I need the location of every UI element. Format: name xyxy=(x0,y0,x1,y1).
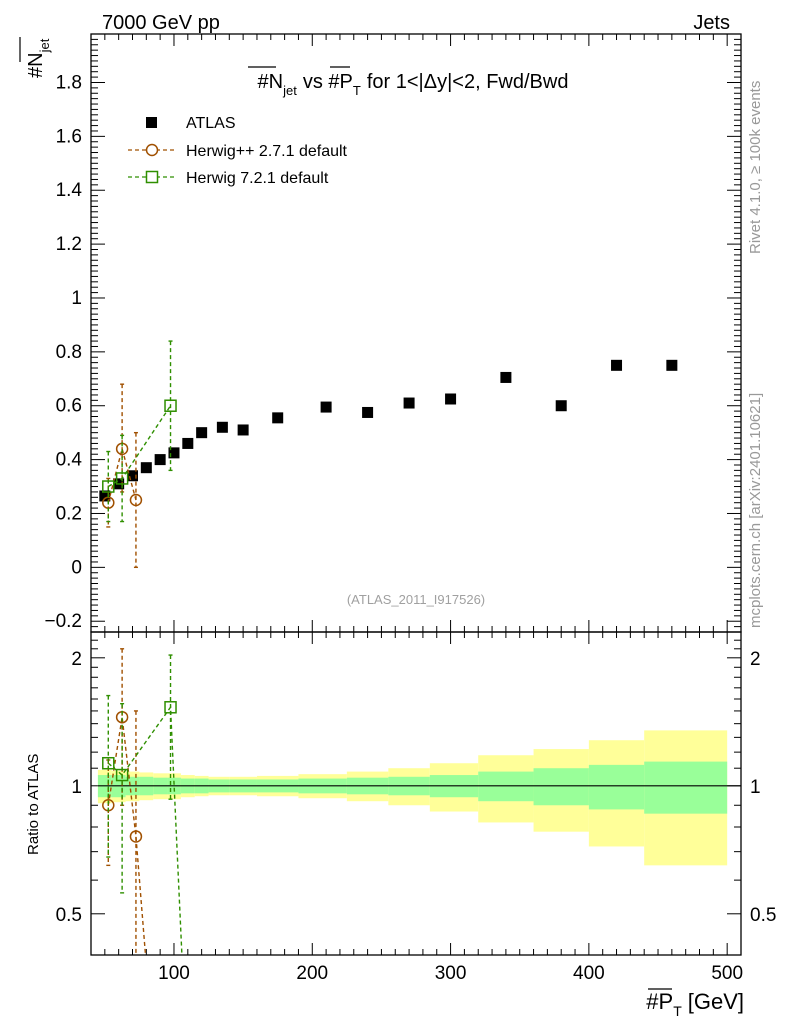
x-tick-label: 100 xyxy=(158,963,190,984)
ratio-herwig7-point xyxy=(102,756,115,770)
y-tick-label: 1.6 xyxy=(56,126,82,147)
title-mid-sub: T xyxy=(353,83,361,98)
ratio-tick-label-right: 0.5 xyxy=(750,905,776,926)
atlas-data-point xyxy=(140,462,152,474)
herwig7-point xyxy=(115,472,129,485)
atlas-data-point xyxy=(99,490,111,502)
atlas-data-point xyxy=(445,393,457,405)
ratio-tick-label: 1 xyxy=(71,777,82,798)
y-tick-label: 1.2 xyxy=(56,234,82,255)
ratio-herwig7-point xyxy=(164,701,177,714)
title-lhs: #N xyxy=(258,71,284,93)
ratio-tick-label-right: 1 xyxy=(750,777,761,798)
legend-herwig7-marker xyxy=(145,170,159,184)
ratio-herwig7-point xyxy=(115,768,129,782)
herwig7-point xyxy=(164,399,177,412)
category-label: Jets xyxy=(693,12,730,34)
ratio-tick-label: 2 xyxy=(71,649,82,670)
legend-atlas-marker xyxy=(146,117,157,128)
analysis-id: (ATLAS_2011_I917526) xyxy=(347,592,485,607)
y-tick-label: 1 xyxy=(71,288,82,309)
svg-text:#Njet: #Njet xyxy=(25,38,52,78)
svg-text:#PT[GeV]: #PT [GeV] xyxy=(646,989,744,1019)
atlas-data-point xyxy=(154,454,166,466)
y-tick-label: 0.2 xyxy=(56,503,82,524)
y-tick-label: 0.6 xyxy=(56,396,82,417)
atlas-data-point xyxy=(611,359,623,371)
y-axis-label-ratio: Ratio to ATLAS xyxy=(25,754,42,855)
ratio-tick-label: 0.5 xyxy=(56,905,82,926)
plot-title: #Njet vs #PT for 1<|Δy|<2, Fwd/Bwd xyxy=(248,66,569,98)
ratio-band-inner xyxy=(533,768,589,806)
atlas-data-point xyxy=(182,437,194,449)
atlas-data-point xyxy=(196,427,208,439)
legend: ATLAS Herwig++ 2.7.1 default Herwig 7.2.… xyxy=(128,115,348,187)
y-tick-label: 0 xyxy=(71,557,82,578)
energy-label: 7000 GeV pp xyxy=(102,12,220,34)
ratio-herwig7-line xyxy=(107,705,183,955)
x-tick-label: 400 xyxy=(573,963,605,984)
ratio-panel xyxy=(90,631,742,956)
ratio-herwigpp-point xyxy=(129,830,143,843)
main-plot-marks xyxy=(99,340,678,569)
ratio-band-inner xyxy=(588,764,645,810)
atlas-data-point xyxy=(168,447,180,459)
x-tick-label: 500 xyxy=(711,963,743,984)
x-tick-label: 300 xyxy=(435,963,467,984)
x-axis-label: #PT [GeV] xyxy=(646,988,744,1019)
atlas-data-point xyxy=(237,424,249,436)
mcplots-label: mcplots.cern.ch [arXiv:2401.10621] xyxy=(747,393,764,628)
y-tick-label: 0.8 xyxy=(56,342,82,363)
legend-atlas-label: ATLAS xyxy=(186,115,236,132)
ratio-frame xyxy=(90,631,742,956)
y-tick-label: 1.8 xyxy=(56,72,82,93)
atlas-data-point xyxy=(216,421,228,433)
atlas-data-point xyxy=(362,406,374,418)
atlas-data-point xyxy=(126,470,138,482)
atlas-data-point xyxy=(666,359,678,371)
atlas-data-point xyxy=(555,400,567,412)
ratio-plot-marks xyxy=(97,648,741,955)
atlas-data-point xyxy=(272,412,284,424)
title-rhs: for 1<|Δy|<2, Fwd/Bwd xyxy=(367,71,569,93)
ratio-band-inner xyxy=(644,761,728,814)
x-tick-label: 200 xyxy=(296,963,328,984)
rivet-version-label: Rivet 4.1.0, ≥ 100k events xyxy=(747,81,764,254)
title-lhs-sub: jet xyxy=(282,83,297,98)
atlas-data-point xyxy=(403,397,415,409)
herwigpp-point xyxy=(129,493,143,507)
legend-herwigpp-marker xyxy=(145,143,159,157)
axis-ticks: 100 200 300 400 500 −0.2 0 0.2 0.4 0.6 0.8 1 1.2 1.4 1… xyxy=(44,34,776,984)
ratio-tick-label-right: 2 xyxy=(750,649,761,670)
y-axis-label-main: #Njet xyxy=(19,37,52,78)
y-tick-label: 0.4 xyxy=(56,450,83,471)
atlas-data-point xyxy=(500,371,512,383)
atlas-data-point xyxy=(320,401,332,413)
ratio-herwigpp-line xyxy=(107,717,147,955)
y-tick-label: 1.4 xyxy=(56,180,83,201)
title-mid: vs #P xyxy=(303,71,353,93)
herwig7-point xyxy=(102,480,115,493)
legend-herwigpp-label: Herwig++ 2.7.1 default xyxy=(186,143,348,160)
legend-herwig7-label: Herwig 7.2.1 default xyxy=(186,170,329,187)
y-tick-label: −0.2 xyxy=(44,611,82,632)
